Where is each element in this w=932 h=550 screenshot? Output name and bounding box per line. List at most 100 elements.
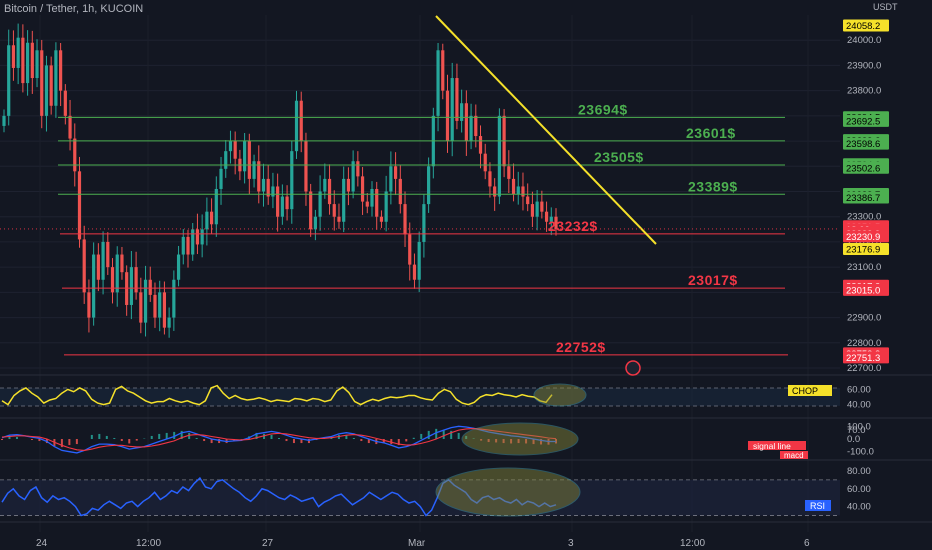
candle[interactable] — [530, 204, 535, 217]
candle[interactable] — [191, 229, 195, 255]
signal-line[interactable] — [1, 428, 557, 451]
candle[interactable] — [549, 216, 553, 222]
macd-line[interactable] — [1, 425, 556, 454]
candle[interactable] — [261, 178, 266, 192]
candle[interactable] — [318, 191, 322, 217]
candle[interactable] — [516, 186, 520, 195]
candle[interactable] — [162, 292, 167, 328]
candle[interactable] — [167, 317, 171, 328]
candle[interactable] — [77, 171, 82, 240]
candle[interactable] — [332, 204, 336, 217]
candle[interactable] — [110, 267, 115, 293]
candle[interactable] — [158, 292, 162, 318]
symbol-title[interactable]: Bitcoin / Tether, 1h, KUCOIN — [4, 3, 144, 15]
candle[interactable] — [351, 161, 355, 192]
candle[interactable] — [464, 103, 468, 142]
candle[interactable] — [125, 272, 129, 305]
candle[interactable] — [445, 90, 450, 142]
candle[interactable] — [299, 100, 303, 142]
candle[interactable] — [493, 186, 497, 197]
candle[interactable] — [309, 191, 313, 230]
candle[interactable] — [186, 236, 190, 255]
candle[interactable] — [346, 178, 351, 192]
candle[interactable] — [460, 103, 464, 121]
candle[interactable] — [427, 166, 431, 205]
candle[interactable] — [403, 204, 407, 235]
candle[interactable] — [474, 115, 478, 137]
candle[interactable] — [436, 50, 440, 116]
chop-line[interactable] — [1, 384, 553, 406]
candle[interactable] — [25, 42, 30, 84]
price-axis[interactable]: 24000.023900.023800.023700.023600.023500… — [843, 19, 889, 513]
candle[interactable] — [327, 178, 332, 205]
candle[interactable] — [412, 264, 417, 280]
candle[interactable] — [68, 115, 72, 139]
candle[interactable] — [16, 37, 20, 68]
candle[interactable] — [153, 294, 157, 318]
candle[interactable] — [417, 241, 421, 280]
candle[interactable] — [370, 188, 374, 207]
candle[interactable] — [233, 141, 237, 159]
candle[interactable] — [73, 138, 77, 172]
candle[interactable] — [87, 292, 91, 318]
candle[interactable] — [106, 241, 110, 268]
candle[interactable] — [195, 229, 200, 245]
candle[interactable] — [214, 188, 218, 225]
candle[interactable] — [497, 115, 501, 197]
candle[interactable] — [266, 178, 270, 197]
candle[interactable] — [365, 201, 369, 207]
candle[interactable] — [450, 78, 454, 142]
candle[interactable] — [63, 90, 67, 116]
candle[interactable] — [290, 151, 294, 210]
candle[interactable] — [408, 234, 412, 265]
candle[interactable] — [54, 50, 58, 106]
candle[interactable] — [252, 161, 256, 179]
candle[interactable] — [2, 115, 6, 126]
candle[interactable] — [35, 50, 39, 79]
candle[interactable] — [544, 211, 549, 222]
candle[interactable] — [554, 216, 558, 230]
candle[interactable] — [535, 201, 539, 217]
candle[interactable] — [228, 141, 233, 152]
candle[interactable] — [96, 254, 100, 280]
replay-icon[interactable] — [625, 360, 641, 376]
price-pane[interactable]: 23694$ 23601$ 23505$ 23389$ 23232$ 23017$ 2275… — [0, 15, 840, 376]
candle[interactable] — [101, 241, 105, 280]
time-axis[interactable]: 24 12:00 27 Mar 3 12:00 6 — [36, 538, 810, 549]
candle[interactable] — [257, 161, 261, 192]
candle[interactable] — [294, 100, 299, 152]
candle[interactable] — [209, 211, 214, 225]
candle[interactable] — [205, 211, 209, 230]
candle[interactable] — [49, 65, 53, 106]
candle[interactable] — [521, 186, 525, 197]
candle[interactable] — [393, 166, 398, 179]
candle[interactable] — [120, 254, 124, 273]
candle[interactable] — [441, 50, 445, 91]
candle[interactable] — [11, 45, 16, 68]
candle[interactable] — [337, 216, 341, 222]
trendline[interactable] — [435, 15, 657, 245]
candle[interactable] — [115, 254, 119, 293]
candle[interactable] — [139, 292, 143, 323]
candle[interactable] — [342, 178, 346, 222]
candle[interactable] — [40, 50, 44, 116]
rsi-line[interactable] — [1, 476, 557, 517]
candle[interactable] — [243, 141, 247, 172]
candle[interactable] — [148, 279, 152, 295]
candle[interactable] — [540, 201, 544, 212]
candle[interactable] — [304, 141, 308, 192]
candle[interactable] — [21, 37, 25, 84]
candle[interactable] — [398, 178, 402, 205]
candle[interactable] — [455, 78, 459, 121]
candle[interactable] — [172, 279, 176, 318]
candle[interactable] — [488, 171, 492, 187]
candle[interactable] — [181, 236, 185, 255]
candle[interactable] — [469, 115, 473, 142]
candle[interactable] — [507, 166, 511, 179]
candle[interactable] — [219, 168, 223, 189]
candle[interactable] — [384, 191, 388, 222]
candle[interactable] — [526, 196, 530, 205]
candle[interactable] — [143, 279, 148, 323]
